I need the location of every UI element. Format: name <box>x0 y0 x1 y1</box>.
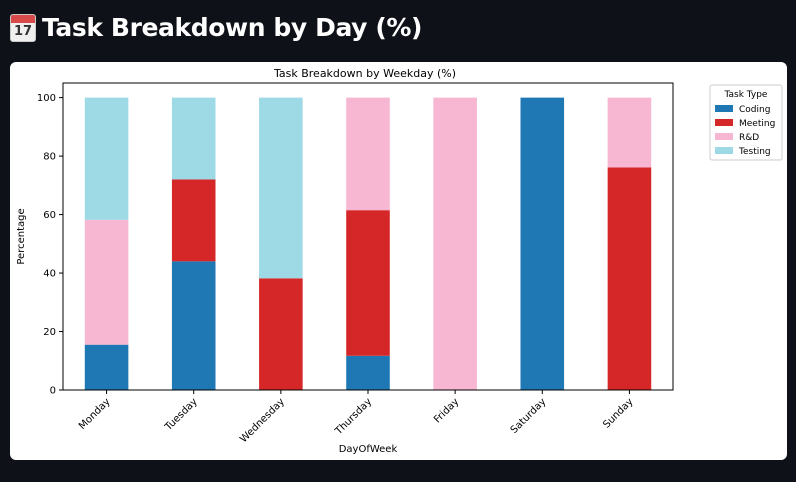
legend-box <box>709 84 783 161</box>
legend-swatch-r-d <box>715 133 733 140</box>
bar-tuesday-testing <box>171 97 216 180</box>
legend-label-testing: Testing <box>738 147 771 157</box>
bar-monday-coding <box>84 344 129 390</box>
legend-swatch-testing <box>715 147 733 154</box>
bar-wednesday-meeting <box>259 278 303 390</box>
x-tick-label-tuesday: Tuesday <box>163 396 200 433</box>
bar-saturday-coding <box>520 97 565 390</box>
chart-svg: Task Breakdown by Weekday (%) 0 20 40 60 80 1… <box>16 67 783 455</box>
legend-swatch-meeting <box>715 119 733 126</box>
y-tick-label: 60 <box>43 210 56 221</box>
y-tick-label: 80 <box>43 152 56 163</box>
x-tick-label-sunday: Sunday <box>601 396 635 430</box>
chart-title: Task Breakdown by Weekday (%) <box>273 67 456 80</box>
legend-swatch-coding <box>715 105 733 112</box>
bar-thursday-meeting <box>346 210 390 356</box>
y-axis-label: Percentage <box>16 208 27 264</box>
x-axis: Monday Tuesday Wednesday Thursday Friday Satu… <box>77 390 636 445</box>
legend: Task Type Coding Meeting R&D Testing <box>709 84 783 161</box>
legend-label-meeting: Meeting <box>739 119 775 129</box>
calendar-icon-top <box>11 15 35 23</box>
bars-group <box>84 97 652 390</box>
bar-monday-testing <box>84 97 129 220</box>
bar-sunday-meeting <box>607 167 652 390</box>
calendar-icon-day: 17 <box>13 24 33 39</box>
bar-thursday-coding <box>346 355 390 390</box>
y-tick-label: 0 <box>50 386 56 397</box>
legend-label-r-d: R&D <box>739 133 759 143</box>
x-tick-label-friday: Friday <box>432 396 461 425</box>
y-axis: 0 20 40 60 80 100 <box>37 93 63 397</box>
y-tick-label: 20 <box>43 327 56 338</box>
bar-tuesday-meeting <box>171 179 216 262</box>
bar-monday-r-d <box>84 219 129 345</box>
page-title: Task Breakdown by Day (%) <box>42 13 423 42</box>
bar-friday-r-d <box>433 97 477 390</box>
bar-sunday-r-d <box>607 97 652 168</box>
y-tick-label: 40 <box>43 269 56 280</box>
legend-title: Task Type <box>724 90 768 100</box>
x-tick-label-wednesday: Wednesday <box>238 396 287 445</box>
bar-tuesday-coding <box>171 261 216 390</box>
calendar-icon: 17 <box>10 14 36 42</box>
chart-card: Task Breakdown by Weekday (%) 0 20 40 60 80 1… <box>10 62 787 460</box>
bar-wednesday-testing <box>259 97 303 279</box>
x-tick-label-thursday: Thursday <box>333 396 374 437</box>
bar-thursday-r-d <box>346 97 390 211</box>
x-tick-label-monday: Monday <box>77 396 113 432</box>
y-tick-label: 100 <box>37 93 56 104</box>
page-header: 17 Task Breakdown by Day (%) <box>10 10 422 46</box>
legend-label-coding: Coding <box>739 105 770 115</box>
x-tick-label-saturday: Saturday <box>509 396 549 436</box>
x-axis-label: DayOfWeek <box>339 444 398 455</box>
